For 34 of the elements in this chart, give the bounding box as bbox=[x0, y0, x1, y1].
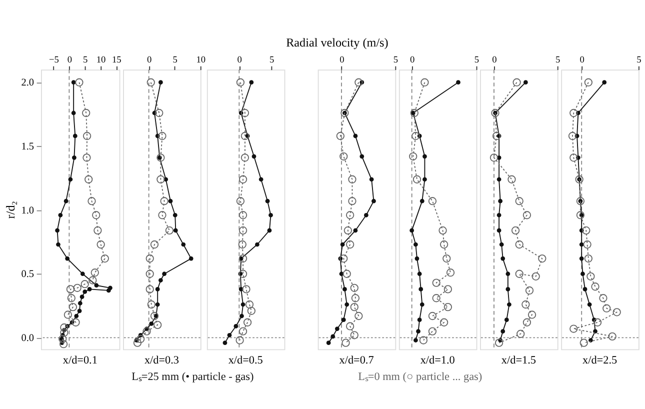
x-tick-label: 5 bbox=[393, 56, 398, 66]
x-tick-label: 0 bbox=[492, 56, 498, 66]
y-axis-title: r/d₂ bbox=[4, 201, 18, 219]
x-tick-label: 5 bbox=[636, 56, 642, 66]
x-axis-title: x/d=0.5 bbox=[228, 354, 264, 367]
chart-title: Radial velocity (m/s) bbox=[286, 35, 388, 50]
x-tick-label: 5 bbox=[270, 56, 275, 66]
text: Lₛ=25 mm (• particle - gas) bbox=[132, 370, 254, 383]
x-axis-title: x/d=0.1 bbox=[62, 354, 98, 367]
x-tick-label: 0 bbox=[237, 56, 242, 66]
x-axis-title: x/d=1.0 bbox=[420, 354, 456, 367]
x-tick-label: 10 bbox=[96, 56, 106, 66]
x-tick-label: 0 bbox=[410, 56, 415, 66]
x-tick-label: 15 bbox=[112, 56, 122, 66]
x-tick-label: −5 bbox=[49, 56, 60, 66]
y-tick-label: 0.0 bbox=[21, 332, 34, 344]
text: Lₛ=0 mm (○ particle ... gas) bbox=[358, 370, 482, 383]
x-tick-label: 5 bbox=[474, 56, 480, 66]
x-tick-label: 5 bbox=[172, 56, 178, 66]
y-tick-label: 1.0 bbox=[21, 205, 34, 216]
x-axis-title: x/d=1.5 bbox=[501, 354, 536, 367]
x-tick-label: 0 bbox=[146, 56, 152, 66]
y-tick-label: 2.0 bbox=[21, 78, 34, 89]
x-tick-label: 0 bbox=[580, 56, 585, 66]
x-tick-label: 5 bbox=[556, 56, 561, 66]
x-tick-label: 0 bbox=[67, 56, 72, 66]
x-axis-title: x/d=0.7 bbox=[339, 354, 374, 367]
x-tick-label: 0 bbox=[340, 56, 345, 66]
x-tick-label: 10 bbox=[196, 56, 206, 66]
x-axis-title: x/d=2.5 bbox=[582, 354, 618, 367]
x-axis-title: x/d=0.3 bbox=[144, 354, 180, 367]
y-tick-label: 0.5 bbox=[21, 269, 34, 280]
y-tick-label: 1.5 bbox=[21, 141, 34, 152]
x-tick-label: 5 bbox=[82, 56, 88, 66]
